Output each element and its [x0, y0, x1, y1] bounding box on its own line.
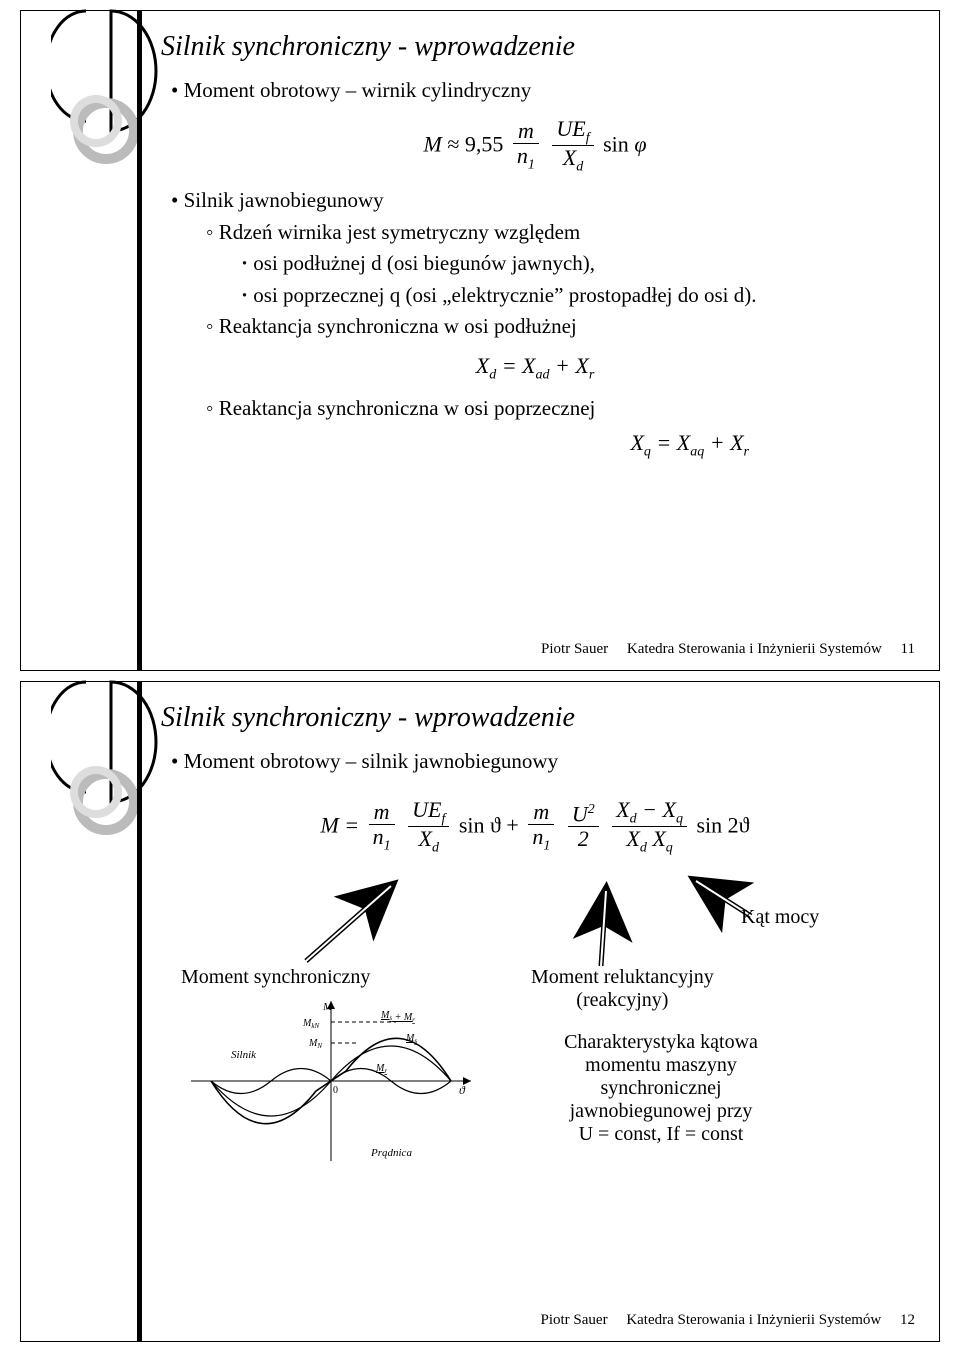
footer-author: Piotr Sauer — [540, 1312, 607, 1328]
corner-decoration — [51, 672, 171, 852]
svg-text:Prądnica: Prądnica — [370, 1147, 412, 1159]
label-characteristic: Charakterystyka kątowa momentu maszyny s… — [531, 1031, 791, 1146]
footer-dept: Katedra Sterowania i Inżynierii Systemów — [627, 641, 882, 657]
svg-text:Ms: Ms — [405, 1033, 417, 1045]
corner-decoration — [51, 1, 171, 181]
svg-text:MN: MN — [308, 1038, 322, 1050]
equation-xq: Xq = Xaq + Xr — [161, 430, 909, 460]
equation-xd: Xd = Xad + Xr — [161, 353, 909, 383]
svg-text:0: 0 — [333, 1085, 338, 1096]
bullet-reactance-q: Reaktancja synchroniczna w osi poprzeczn… — [206, 393, 909, 425]
svg-text:M: M — [322, 1001, 333, 1013]
bullet-salient-pole: Silnik jawnobiegunowy — [171, 185, 909, 217]
slide-11: Silnik synchroniczny - wprowadzenie Mome… — [20, 10, 940, 671]
torque-angle-graph: M MkN MN Silnik Prądnica Ms + Mr Ms Mr ϑ… — [181, 996, 481, 1166]
svg-text:ϑ: ϑ — [459, 1083, 466, 1097]
footer-author: Piotr Sauer — [541, 641, 608, 657]
slide-content: Silnik synchroniczny - wprowadzenie Mome… — [161, 702, 909, 1301]
equation-salient-torque: M = mn1 UEfXd sin ϑ + mn1 U22 Xd − XqXd … — [161, 798, 909, 857]
svg-text:Silnik: Silnik — [231, 1049, 257, 1061]
slide-footer: Piotr Sauer Katedra Sterowania i Inżynie… — [541, 641, 915, 658]
vertical-divider — [137, 682, 142, 1341]
slide-12: Silnik synchroniczny - wprowadzenie Mome… — [20, 681, 940, 1342]
footer-dept: Katedra Sterowania i Inżynierii Systemów — [626, 1312, 881, 1328]
svg-text:Ms + Mr: Ms + Mr — [380, 1010, 415, 1024]
bullet-rotor-core: Rdzeń wirnika jest symetryczny względem — [206, 217, 909, 249]
diagram-area: Kąt mocy Moment synchroniczny Moment rel… — [161, 866, 909, 1166]
label-power-angle: Kąt mocy — [741, 906, 819, 929]
vertical-divider — [137, 11, 142, 670]
slide-content: Silnik synchroniczny - wprowadzenie Mome… — [161, 31, 909, 630]
bullet-q-axis: osi poprzecznej q (osi „elektrycznie” pr… — [241, 280, 909, 312]
slide-footer: Piotr Sauer Katedra Sterowania i Inżynie… — [540, 1312, 915, 1329]
svg-text:Mr: Mr — [375, 1063, 387, 1075]
bullet-reactance-d: Reaktancja synchroniczna w osi podłużnej — [206, 311, 909, 343]
equation-cylindrical-torque: M ≈ 9,55 m n1 UEf Xd sin φ — [161, 117, 909, 176]
page-number: 11 — [901, 641, 915, 657]
label-sync-moment: Moment synchroniczny — [181, 966, 370, 989]
slide-title: Silnik synchroniczny - wprowadzenie — [161, 702, 909, 734]
bullet-d-axis: osi podłużnej d (osi biegunów jawnych), — [241, 248, 909, 280]
label-reluctance-moment: Moment reluktancyjny (reakcyjny) — [531, 966, 714, 1012]
bullet-moment-cylindrical: Moment obrotowy – wirnik cylindryczny — [171, 75, 909, 107]
page-number: 12 — [900, 1312, 915, 1328]
slide-title: Silnik synchroniczny - wprowadzenie — [161, 31, 909, 63]
bullet-moment-salient: Moment obrotowy – silnik jawnobiegunowy — [171, 746, 909, 778]
svg-text:MkN: MkN — [302, 1018, 319, 1030]
